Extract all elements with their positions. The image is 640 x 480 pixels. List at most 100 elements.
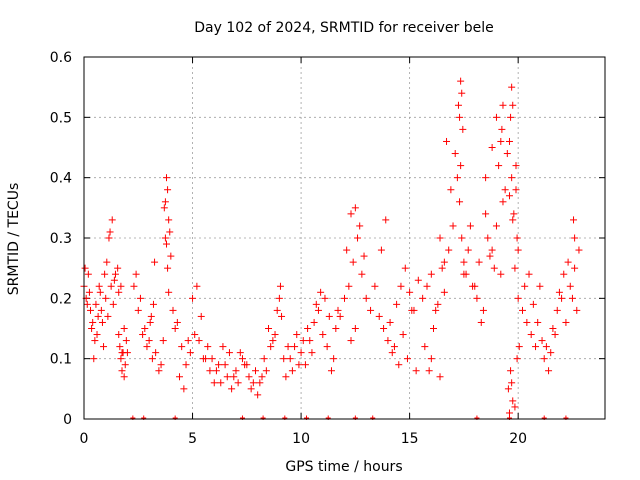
- data-point: [330, 355, 338, 363]
- data-point: [286, 355, 294, 363]
- data-point: [278, 312, 286, 320]
- data-point: [466, 222, 474, 230]
- data-point: [115, 331, 123, 339]
- data-point: [453, 174, 461, 182]
- data-point: [358, 270, 366, 278]
- data-point: [98, 318, 106, 326]
- data-point: [406, 288, 414, 296]
- data-point: [427, 355, 435, 363]
- tick-labels: 0 0.1 0.2 0.3 0.4 0.5 0.6 0 5 10 15 20: [50, 50, 527, 447]
- data-point: [488, 144, 496, 151]
- data-point: [165, 216, 173, 224]
- data-point: [96, 288, 104, 296]
- data-point: [351, 204, 359, 212]
- data-point: [230, 373, 238, 381]
- data-point: [134, 306, 142, 314]
- data-point: [219, 343, 227, 351]
- data-point: [508, 379, 516, 387]
- data-point: [508, 174, 516, 182]
- data-point: [475, 258, 483, 266]
- data-point: [457, 162, 465, 170]
- plot-frame: [83, 56, 606, 420]
- data-point: [460, 258, 468, 266]
- data-point: [121, 361, 129, 369]
- y-tick-label: 0: [63, 412, 72, 428]
- data-point: [380, 325, 388, 332]
- data-point: [558, 294, 566, 302]
- data-point: [509, 397, 517, 405]
- data-point: [160, 204, 168, 212]
- data-point: [299, 337, 307, 345]
- data-point: [139, 331, 147, 339]
- data-point: [347, 337, 355, 345]
- data-point: [414, 276, 422, 284]
- data-point: [232, 367, 240, 375]
- data-point: [152, 349, 160, 357]
- data-point: [356, 222, 364, 230]
- data-point: [102, 294, 110, 302]
- data-point: [440, 288, 448, 296]
- data-point: [247, 385, 255, 393]
- data-point: [451, 150, 459, 158]
- data-point: [108, 216, 116, 224]
- data-point: [130, 282, 138, 290]
- data-point: [223, 373, 231, 381]
- data-point: [314, 306, 322, 314]
- data-point: [509, 216, 517, 224]
- data-point: [151, 258, 159, 266]
- data-point: [562, 318, 570, 326]
- data-point: [456, 198, 464, 206]
- data-point: [505, 137, 513, 145]
- data-point: [399, 331, 407, 339]
- data-point: [564, 258, 572, 266]
- data-point: [164, 264, 172, 272]
- data-point: [434, 300, 442, 308]
- data-point: [510, 210, 518, 218]
- data-point: [149, 300, 157, 308]
- data-point: [210, 379, 218, 387]
- data-point: [401, 264, 409, 272]
- y-tick-label: 0.4: [50, 171, 72, 187]
- data-point: [104, 312, 112, 320]
- data-point: [497, 270, 505, 278]
- data-point: [503, 150, 511, 158]
- data-point: [362, 294, 370, 302]
- data-point: [225, 349, 233, 357]
- data-point: [91, 337, 99, 345]
- data-point: [120, 325, 128, 332]
- data-point: [254, 391, 262, 399]
- data-point: [534, 318, 542, 326]
- x-tick-label: 20: [509, 431, 527, 447]
- data-point: [486, 252, 494, 260]
- data-point: [349, 258, 357, 266]
- data-point: [161, 234, 169, 242]
- data-point: [167, 252, 175, 260]
- data-point: [351, 325, 359, 332]
- data-point: [332, 325, 340, 332]
- data-point: [308, 349, 316, 357]
- data-point: [282, 373, 290, 381]
- data-point: [297, 349, 305, 357]
- data-point: [176, 373, 184, 381]
- data-point: [90, 355, 98, 363]
- data-point: [436, 373, 444, 381]
- data-point: [92, 300, 100, 308]
- data-point: [354, 234, 362, 242]
- data-point: [111, 270, 119, 278]
- data-point: [238, 355, 246, 363]
- data-point: [317, 288, 325, 296]
- data-point: [566, 282, 574, 290]
- data-point: [505, 409, 513, 417]
- data-point: [397, 282, 405, 290]
- data-point: [212, 367, 220, 375]
- data-point: [571, 234, 579, 242]
- x-tick-label: 0: [80, 431, 89, 447]
- data-point: [87, 306, 95, 314]
- data-point: [193, 282, 201, 290]
- data-point: [103, 258, 111, 266]
- data-point: [395, 361, 403, 369]
- data-point: [323, 343, 331, 351]
- data-point: [155, 367, 163, 375]
- data-point: [157, 361, 165, 369]
- data-point: [498, 125, 506, 133]
